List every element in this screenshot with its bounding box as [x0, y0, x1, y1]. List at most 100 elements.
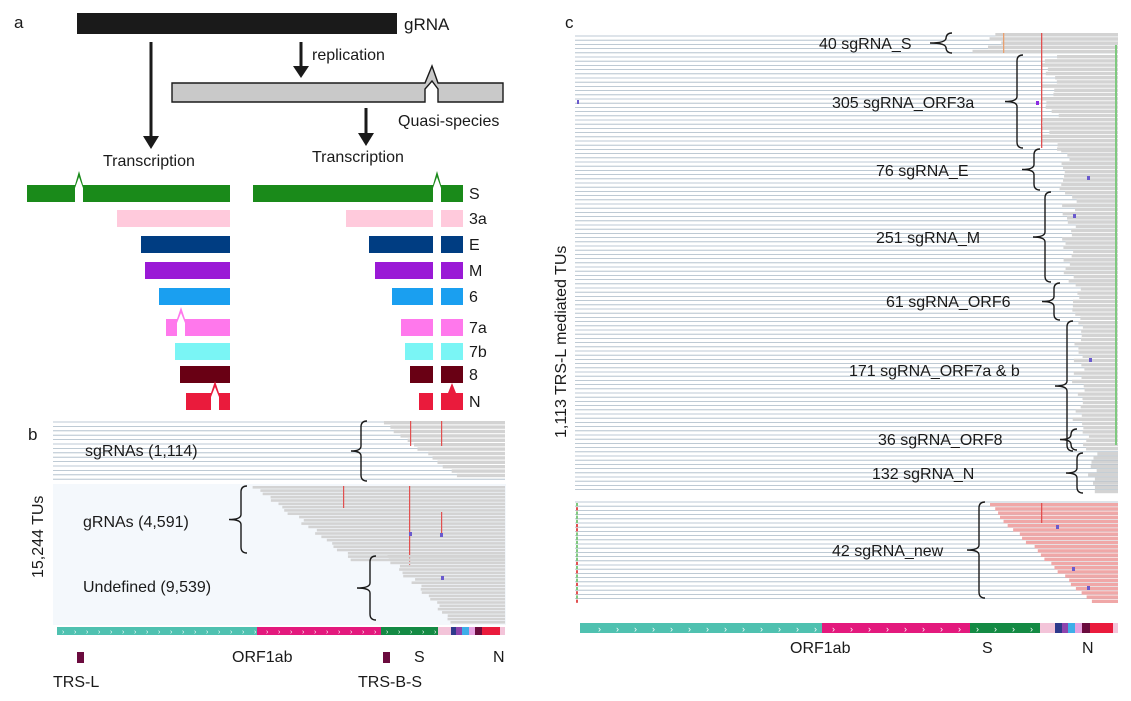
sg-bar-right-a-M [375, 262, 433, 279]
c-genome-chevron: › [886, 624, 889, 634]
c-sgrna-read-3 [1063, 245, 1118, 249]
c-sgrna-read-2 [1061, 182, 1118, 186]
c-genome-segment [1068, 623, 1075, 633]
c-new-read [1044, 557, 1118, 561]
b-sgrna-read [417, 447, 505, 451]
c-sgrna-read-2 [1061, 161, 1118, 165]
b-undefined-read [430, 597, 505, 601]
c-sgrna-read-3 [1062, 212, 1118, 216]
b-genome-chevron: › [314, 629, 317, 636]
replication-label: replication [312, 47, 385, 64]
c-genome-segment [1075, 623, 1082, 633]
b-group-label-sgrnas: sgRNAs (1,114) [85, 443, 198, 460]
c-insertion-mark [577, 100, 579, 104]
c-sgrna-read-6 [1086, 438, 1118, 442]
b-undefined-read [437, 607, 505, 611]
b-genome-chevron: › [170, 629, 173, 636]
c-sgrna-read-6 [1088, 434, 1118, 438]
c-sgrna-read-1 [1055, 76, 1118, 80]
c-sgrna-read-1 [1041, 118, 1118, 122]
sgrna-bars: S 3a EM 6 7a 7b 8 N [27, 171, 487, 411]
panel-c-group-labels: 40 sgRNA_S 305 sgRNA_ORF3a 76 sgRNA_E 251 s… [819, 36, 1020, 560]
b-grna-read [321, 535, 505, 539]
c-sgrna-read-5 [1075, 409, 1118, 413]
b-undefined-read [439, 604, 505, 608]
c-genome-chevron: › [850, 624, 853, 634]
b-undefined-read [399, 564, 505, 568]
transcription-arrow-right-head [358, 133, 374, 146]
c-sgrna-read-2 [1061, 149, 1118, 153]
c-genome-chevron: › [976, 624, 979, 634]
c-sgrna-read-7 [1096, 468, 1118, 473]
b-undefined-read [399, 568, 505, 571]
c-left-mark [576, 582, 578, 586]
c-left-mark [576, 595, 578, 599]
b-genome-label-s: S [414, 649, 425, 666]
c-genome-chevron: › [616, 624, 619, 634]
c-sgrna-read-5 [1072, 379, 1118, 384]
c-sgrna-read-1 [1057, 55, 1118, 59]
b-sgrna-read [428, 451, 505, 456]
b-undefined-read [402, 571, 505, 575]
c-sgrna-read-1 [1049, 130, 1118, 134]
c-sgrna-read-3 [1071, 254, 1118, 258]
b-genome-segment [438, 627, 451, 635]
transcription-label-left: Transcription [103, 153, 195, 170]
c-sgrna-read-7 [1090, 464, 1118, 468]
b-undefined-read [387, 555, 505, 558]
b-undefined-read [447, 614, 505, 617]
c-left-mark [576, 599, 578, 603]
c-new-read [1007, 524, 1118, 528]
c-left-mark [576, 515, 578, 519]
c-left-mark [576, 591, 578, 595]
panel-b-braces [228, 420, 377, 621]
c-left-mark [576, 570, 578, 574]
panel-c-letter: c [565, 13, 574, 32]
b-grna-read [252, 486, 505, 489]
sg-bar-right-b-8 [441, 366, 463, 383]
b-grna-read [326, 538, 505, 542]
b-undefined-read [411, 581, 505, 584]
c-genome-label-s: S [982, 640, 993, 657]
b-sgrna-read [456, 473, 505, 478]
c-group-label-6: 36 sgRNA_ORF8 [878, 432, 1003, 449]
b-grna-read [299, 515, 505, 519]
c-new-read [1086, 595, 1118, 599]
c-sgrna-read-3 [1075, 207, 1118, 212]
b-grna-read [316, 528, 505, 532]
b-brace-sgrnas [350, 420, 368, 482]
b-genome-segment [462, 627, 469, 635]
c-left-mark [576, 519, 578, 523]
c-genome-segment [970, 623, 1040, 633]
c-sgrna-read-7 [1094, 489, 1118, 494]
c-left-mark [576, 532, 578, 536]
c-genome-chevron: › [1030, 624, 1033, 634]
b-insertion-mark [440, 533, 443, 537]
b-genome-chevron: › [110, 629, 113, 636]
b-sgrna-read [432, 456, 505, 460]
c-sgrna-read-4 [1072, 308, 1118, 312]
c-sgrna-read-6 [1086, 447, 1118, 451]
c-left-mark [576, 587, 578, 591]
c-sgrna-read-5 [1082, 354, 1118, 358]
c-sgrna-read-5 [1080, 337, 1118, 342]
b-grna-read [287, 512, 505, 515]
sg-bar-left-S [27, 171, 230, 202]
trs-l-label: TRS-L [53, 674, 99, 691]
sg-bar-left-3a [117, 210, 230, 227]
b-mismatch-mark [409, 486, 411, 566]
b-sgrna-read [414, 443, 505, 447]
c-sgrna-read-5 [1074, 342, 1118, 346]
b-genome-chevron: › [302, 629, 305, 636]
c-left-mark [576, 511, 578, 515]
b-group-label-undefined: Undefined (9,539) [83, 579, 211, 596]
c-group-label-4: 61 sgRNA_ORF6 [886, 294, 1011, 311]
c-mismatch-mark [1115, 45, 1117, 445]
c-new-read [1065, 574, 1118, 578]
b-mismatch-mark [343, 486, 345, 508]
c-genome-chevron: › [940, 624, 943, 634]
c-insertion-mark [1072, 567, 1075, 571]
c-genome-chevron: › [670, 624, 673, 634]
c-sgrna-read-1 [1047, 67, 1118, 71]
